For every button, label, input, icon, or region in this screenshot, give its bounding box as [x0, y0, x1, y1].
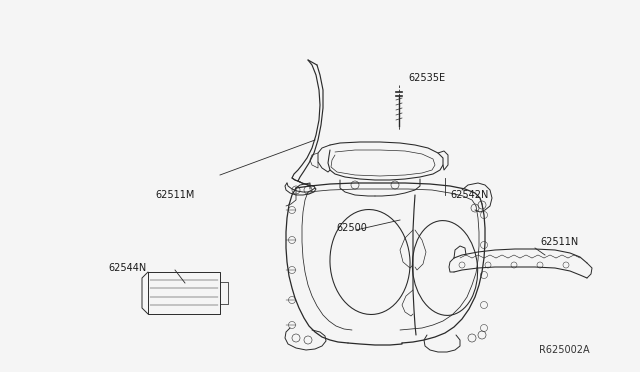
Text: 62511M: 62511M — [155, 190, 195, 200]
Text: 62544N: 62544N — [108, 263, 147, 273]
Text: 62542N: 62542N — [450, 190, 488, 200]
Text: 62500: 62500 — [336, 223, 367, 233]
Text: 62511N: 62511N — [540, 237, 579, 247]
Text: 62535E: 62535E — [408, 73, 445, 83]
Text: R625002A: R625002A — [540, 345, 590, 355]
